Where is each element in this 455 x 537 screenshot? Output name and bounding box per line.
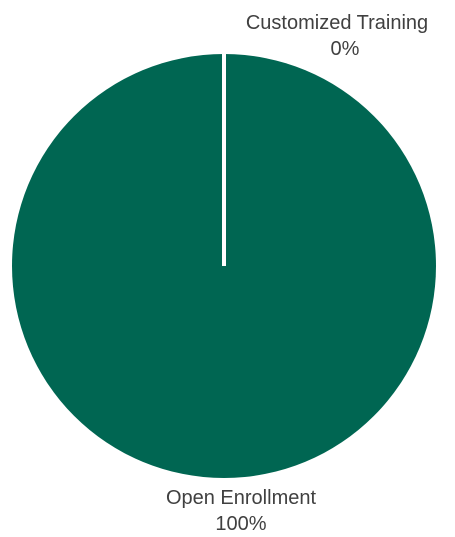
slice-value-open-enrollment: 100% bbox=[215, 513, 266, 535]
slice-label-open-enrollment: Open Enrollment bbox=[166, 487, 317, 509]
pie-labels: Customized Training 0% Open Enrollment 1… bbox=[166, 12, 428, 535]
slice-value-customized-training: 0% bbox=[331, 38, 360, 60]
pie-slices bbox=[12, 54, 436, 478]
slice-label-customized-training: Customized Training bbox=[246, 12, 428, 34]
